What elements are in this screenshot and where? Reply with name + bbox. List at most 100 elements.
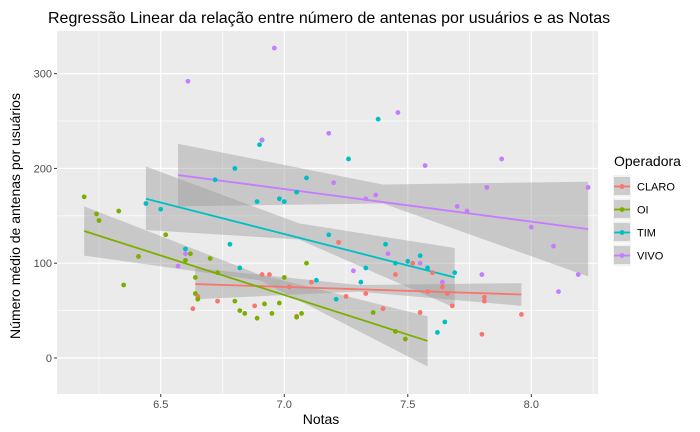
point-oi <box>254 315 260 321</box>
point-oi <box>242 311 248 316</box>
point-vivo <box>326 130 332 136</box>
point-oi <box>94 211 99 217</box>
point-vivo <box>351 268 356 274</box>
point-vivo <box>575 272 581 277</box>
point-oi <box>136 254 141 259</box>
point-oi <box>262 301 267 307</box>
legend-key-point <box>619 184 625 189</box>
point-vivo <box>454 203 460 209</box>
point-claro <box>309 279 314 285</box>
point-vivo <box>183 251 188 257</box>
confidence-band-vivo <box>178 143 589 277</box>
point-vivo <box>373 192 379 198</box>
point-oi <box>81 194 87 200</box>
point-vivo <box>585 184 591 190</box>
point-tim <box>405 258 411 264</box>
point-vivo <box>479 272 485 277</box>
point-tim <box>212 177 218 183</box>
major-gridlines <box>57 31 598 394</box>
point-oi <box>116 208 122 214</box>
point-tim <box>257 142 262 148</box>
point-vivo <box>499 156 505 162</box>
x-axis-ticks: 6.5 7.0 7.5 8.0 <box>153 394 539 411</box>
point-tim <box>333 296 339 302</box>
point-vivo <box>395 110 401 115</box>
point-tim <box>375 116 381 122</box>
point-tim <box>442 319 448 325</box>
point-claro <box>393 272 398 277</box>
plot-panel <box>57 31 598 394</box>
point-tim <box>232 166 238 171</box>
point-vivo <box>422 163 428 168</box>
point-vivo <box>551 243 556 249</box>
minor-gridlines <box>57 31 598 394</box>
point-tim <box>183 246 188 252</box>
point-tim <box>281 199 287 205</box>
point-tim <box>358 279 364 285</box>
confidence-band-oi <box>84 206 428 367</box>
regression-lines <box>83 174 589 342</box>
y-tick-label: 300 <box>34 69 52 81</box>
confidence-bands <box>84 143 589 367</box>
point-oi <box>163 232 169 238</box>
point-claro <box>444 291 450 296</box>
y-axis-ticks: 0 100 200 300 <box>34 69 57 365</box>
legend-key-point <box>619 230 625 235</box>
legend-label-tim: TIM <box>637 228 656 240</box>
point-vivo <box>417 260 423 266</box>
x-tick-label: 7.5 <box>400 399 415 411</box>
legend-label-claro: CLARO <box>637 182 675 194</box>
y-tick-label: 100 <box>34 258 52 270</box>
point-oi <box>187 251 193 257</box>
point-oi <box>269 311 275 316</box>
point-oi <box>237 308 243 313</box>
point-claro <box>252 303 258 309</box>
x-tick-label: 8.0 <box>524 399 539 411</box>
legend-label-oi: OI <box>637 205 649 217</box>
point-tim <box>313 277 319 283</box>
point-claro <box>481 298 487 304</box>
point-vivo <box>259 137 265 143</box>
point-claro <box>190 306 196 312</box>
point-claro <box>267 272 272 277</box>
point-claro <box>479 331 485 337</box>
confidence-band-tim <box>145 166 455 308</box>
point-vivo <box>363 196 369 202</box>
point-oi <box>393 329 398 334</box>
point-claro <box>336 239 342 245</box>
data-points <box>81 45 591 342</box>
legend-key-vivo <box>613 244 631 266</box>
confidence-band-claro <box>195 267 522 306</box>
point-vivo <box>331 180 337 186</box>
point-oi <box>294 314 300 320</box>
point-tim <box>304 175 309 181</box>
point-tim <box>346 156 351 162</box>
chart-title: Regressão Linear da relação entre número… <box>48 10 610 27</box>
point-oi <box>192 291 198 296</box>
point-vivo <box>385 251 391 257</box>
legend-key-point <box>619 253 625 258</box>
point-oi <box>276 300 282 306</box>
point-oi <box>402 336 408 342</box>
legend-label-vivo: VIVO <box>637 251 664 263</box>
point-oi <box>281 275 287 280</box>
point-tim <box>383 241 388 247</box>
regression-line-tim <box>145 197 455 279</box>
point-oi <box>207 256 213 261</box>
y-tick-label: 0 <box>46 353 52 365</box>
point-vivo <box>175 263 181 269</box>
point-claro <box>259 272 265 277</box>
point-oi <box>96 218 102 223</box>
regression-line-claro <box>195 283 522 296</box>
point-tim <box>425 265 430 271</box>
point-oi <box>192 275 198 280</box>
point-claro <box>363 291 369 296</box>
point-vivo <box>439 279 445 285</box>
point-claro <box>519 311 524 317</box>
point-tim <box>294 189 300 195</box>
legend-title: Operadora <box>614 153 681 169</box>
point-tim <box>417 253 423 259</box>
x-tick-label: 6.5 <box>153 399 168 411</box>
regression-line-oi <box>83 230 428 342</box>
